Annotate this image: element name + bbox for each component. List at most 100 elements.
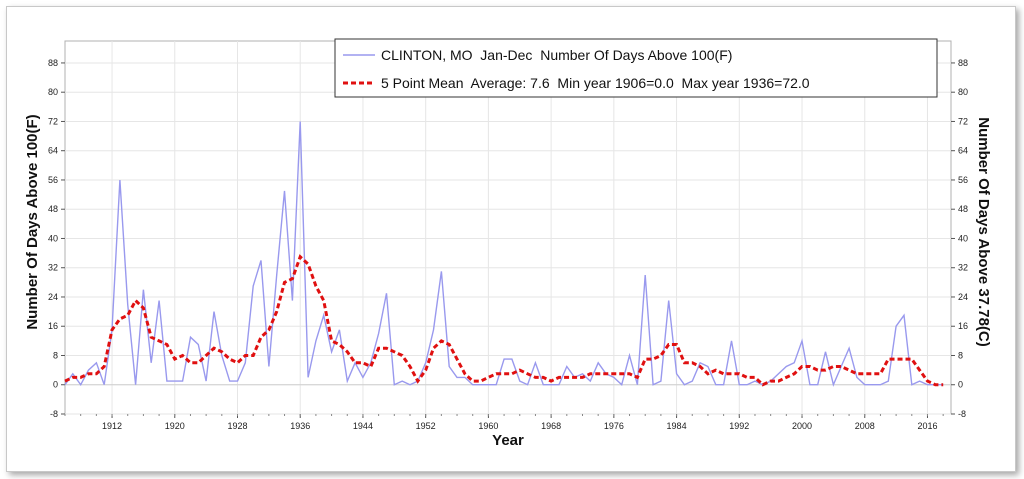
data-point-mean [668,344,669,345]
data-point-mean [660,355,661,356]
data-point-observed [809,384,810,385]
data-point-observed [292,300,293,301]
data-point-observed [684,384,685,385]
data-point-observed [590,380,591,381]
right-tick-label: 16 [958,321,968,331]
data-point-mean [503,373,504,374]
data-point-observed [566,366,567,367]
data-point-observed [370,362,371,363]
data-point-observed [182,380,183,381]
data-point-observed [778,373,779,374]
data-point-mean [903,359,904,360]
data-point-observed [645,274,646,275]
data-point-mean [645,359,646,360]
data-point-mean [699,366,700,367]
data-point-mean [174,359,175,360]
data-point-observed [386,293,387,294]
left-tick-label: 56 [48,175,58,185]
data-point-mean [88,373,89,374]
data-point-mean [747,377,748,378]
legend-box [334,38,938,98]
data-point-mean [527,373,528,374]
data-point-observed [919,380,920,381]
data-point-mean [433,348,434,349]
data-point-mean [723,373,724,374]
data-point-observed [848,348,849,349]
data-point-observed [511,359,512,360]
data-point-observed [558,384,559,385]
data-point-observed [72,373,73,374]
data-point-observed [260,260,261,261]
data-point-mean [362,362,363,363]
data-point-observed [825,351,826,352]
right-tick-label: -8 [958,409,966,419]
right-tick-label: 32 [958,263,968,273]
y-axis-title-left: Number Of Days Above 100(F) [24,114,41,329]
data-point-observed [229,380,230,381]
data-point-mean [394,351,395,352]
data-point-observed [582,373,583,374]
right-tick-label: 48 [958,204,968,214]
data-point-observed [668,300,669,301]
left-tick-label: 32 [48,263,58,273]
left-tick-label: 0 [53,380,58,390]
data-point-observed [127,304,128,305]
data-point-observed [621,384,622,385]
data-point-mean [817,370,818,371]
data-point-observed [888,380,889,381]
data-point-mean [629,373,630,374]
data-point-observed [425,362,426,363]
data-point-observed [119,179,120,180]
x-tick-label: 1952 [416,421,436,431]
data-point-mean [378,348,379,349]
data-point-mean [472,380,473,381]
data-point-observed [903,315,904,316]
data-point-mean [323,300,324,301]
data-point-mean [762,384,763,385]
data-point-mean [652,359,653,360]
x-tick-label: 2016 [917,421,937,431]
data-point-mean [268,329,269,330]
data-point-mean [543,377,544,378]
data-point-mean [511,373,512,374]
data-point-mean [676,344,677,345]
data-point-mean [425,370,426,371]
data-point-observed [731,340,732,341]
data-point-observed [253,285,254,286]
data-point-mean [707,373,708,374]
data-point-observed [472,384,473,385]
data-point-observed [660,380,661,381]
data-point-observed [394,384,395,385]
right-tick-label: 80 [958,87,968,97]
data-point-observed [543,384,544,385]
data-point-mean [809,366,810,367]
data-point-mean [245,355,246,356]
data-point-observed [96,362,97,363]
data-point-observed [198,344,199,345]
data-point-observed [856,377,857,378]
data-point-mean [370,366,371,367]
data-point-mean [143,307,144,308]
data-point-mean [80,377,81,378]
data-point-observed [206,380,207,381]
data-point-mean [300,256,301,257]
data-point-mean [621,373,622,374]
data-point-mean [96,373,97,374]
data-point-mean [496,373,497,374]
data-point-mean [637,377,638,378]
data-point-observed [692,380,693,381]
data-point-mean [135,300,136,301]
data-point-mean [158,340,159,341]
data-point-mean [339,344,340,345]
left-tick-label: 48 [48,204,58,214]
data-point-mean [456,359,457,360]
data-point-mean [111,329,112,330]
x-tick-label: 2008 [855,421,875,431]
x-tick-label: 1912 [102,421,122,431]
data-point-mean [566,377,567,378]
data-point-mean [190,362,191,363]
right-y-ticks: -8 0 8 16 24 32 40 48 56 64 72 80 88 [951,58,968,419]
data-point-mean [237,362,238,363]
data-point-mean [260,337,261,338]
data-point-observed [613,377,614,378]
